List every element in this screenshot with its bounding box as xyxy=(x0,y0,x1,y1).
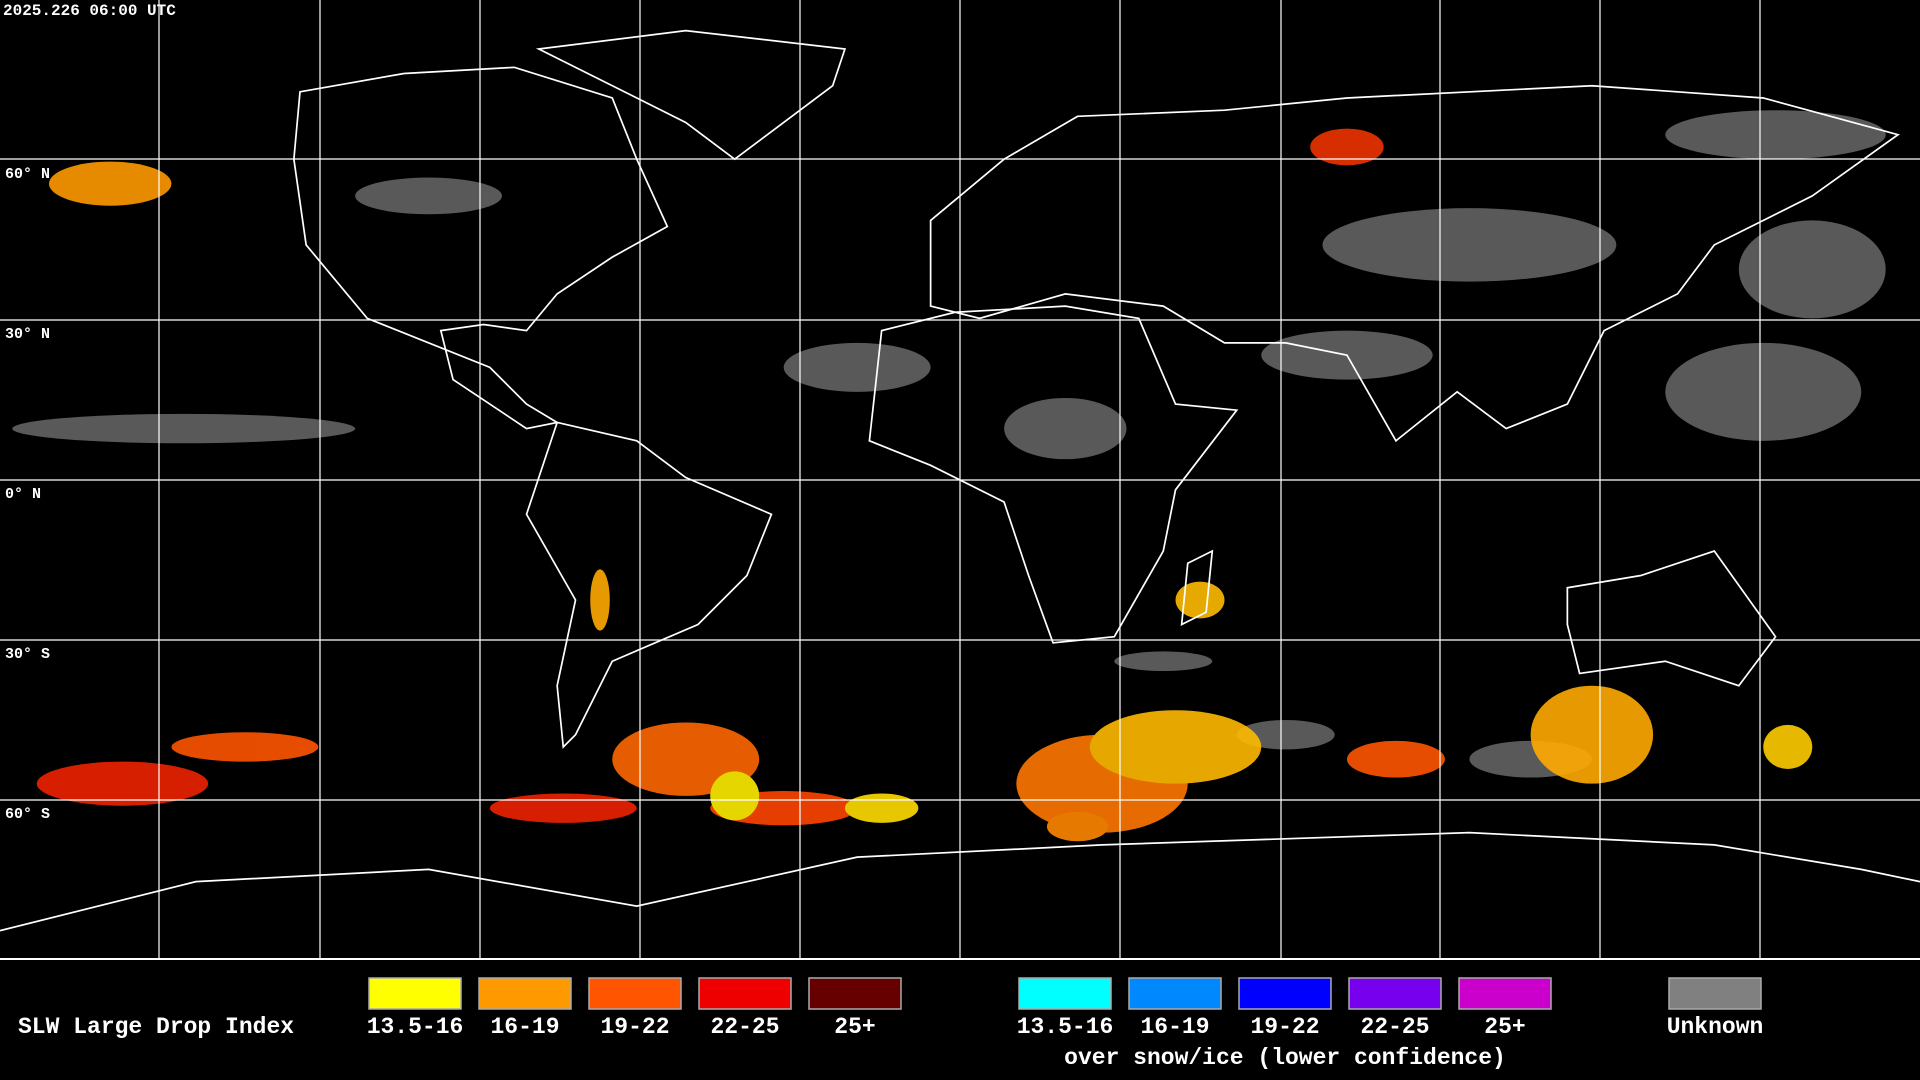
legend-title: SLW Large Drop Index xyxy=(18,1014,294,1040)
legend-label: 25+ xyxy=(1484,1014,1525,1040)
legend-swatch xyxy=(1128,977,1222,1010)
legend-swatch xyxy=(808,977,902,1010)
legend-label: 22-25 xyxy=(710,1014,779,1040)
legend-label: 13.5-16 xyxy=(367,1014,464,1040)
legend-swatch xyxy=(698,977,792,1010)
legend-label: 16-19 xyxy=(490,1014,559,1040)
legend-label: 16-19 xyxy=(1140,1014,1209,1040)
latitude-label: 0° N xyxy=(5,486,41,503)
latitude-label: 30° S xyxy=(5,646,50,663)
legend-label: 19-22 xyxy=(1250,1014,1319,1040)
legend-label: 19-22 xyxy=(600,1014,669,1040)
legend-swatch xyxy=(588,977,682,1010)
map: 2025.226 06:00 UTC 60° N30° N0° N30° S60… xyxy=(0,0,1920,960)
legend: SLW Large Drop Index 13.5-16 16-19 19-22 22… xyxy=(18,977,1764,1071)
coastlines xyxy=(0,29,1920,932)
legend-label: 25+ xyxy=(834,1014,875,1040)
latitude-label: 30° N xyxy=(5,326,50,343)
latitude-labels: 60° N 30° N 0° N 30° S 60° S xyxy=(5,166,50,823)
legend-swatch xyxy=(1668,977,1762,1010)
legend-label: Unknown xyxy=(1667,1014,1764,1040)
legend-swatch xyxy=(368,977,462,1010)
legend-swatch xyxy=(1018,977,1112,1010)
cloud-field xyxy=(12,110,1886,842)
timestamp: 2025.226 06:00 UTC xyxy=(3,2,176,20)
legend-label: 22-25 xyxy=(1360,1014,1429,1040)
legend-swatch xyxy=(478,977,572,1010)
graticule xyxy=(0,0,1920,959)
legend-swatch xyxy=(1238,977,1332,1010)
legend-swatch xyxy=(1458,977,1552,1010)
latitude-label: 60° S xyxy=(5,806,50,823)
legend-label: 13.5-16 xyxy=(1017,1014,1114,1040)
latitude-label: 60° N xyxy=(5,166,50,183)
legend-note: over snow/ice (lower confidence) xyxy=(1064,1045,1506,1071)
legend-swatch xyxy=(1348,977,1442,1010)
